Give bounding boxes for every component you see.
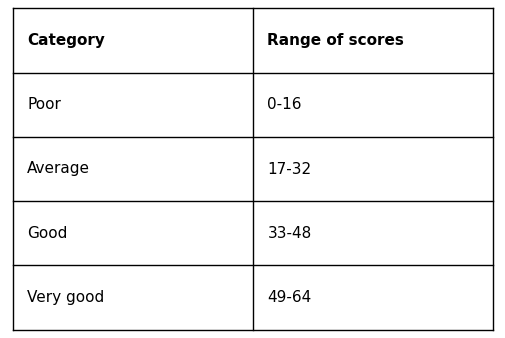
Text: Range of scores: Range of scores (267, 33, 403, 48)
Text: Category: Category (27, 33, 105, 48)
Text: Poor: Poor (27, 97, 61, 112)
Text: 33-48: 33-48 (267, 226, 311, 241)
Text: Very good: Very good (27, 290, 104, 305)
Text: Good: Good (27, 226, 67, 241)
Text: 0-16: 0-16 (267, 97, 301, 112)
Text: 49-64: 49-64 (267, 290, 311, 305)
Text: 17-32: 17-32 (267, 162, 311, 176)
Text: Average: Average (27, 162, 90, 176)
